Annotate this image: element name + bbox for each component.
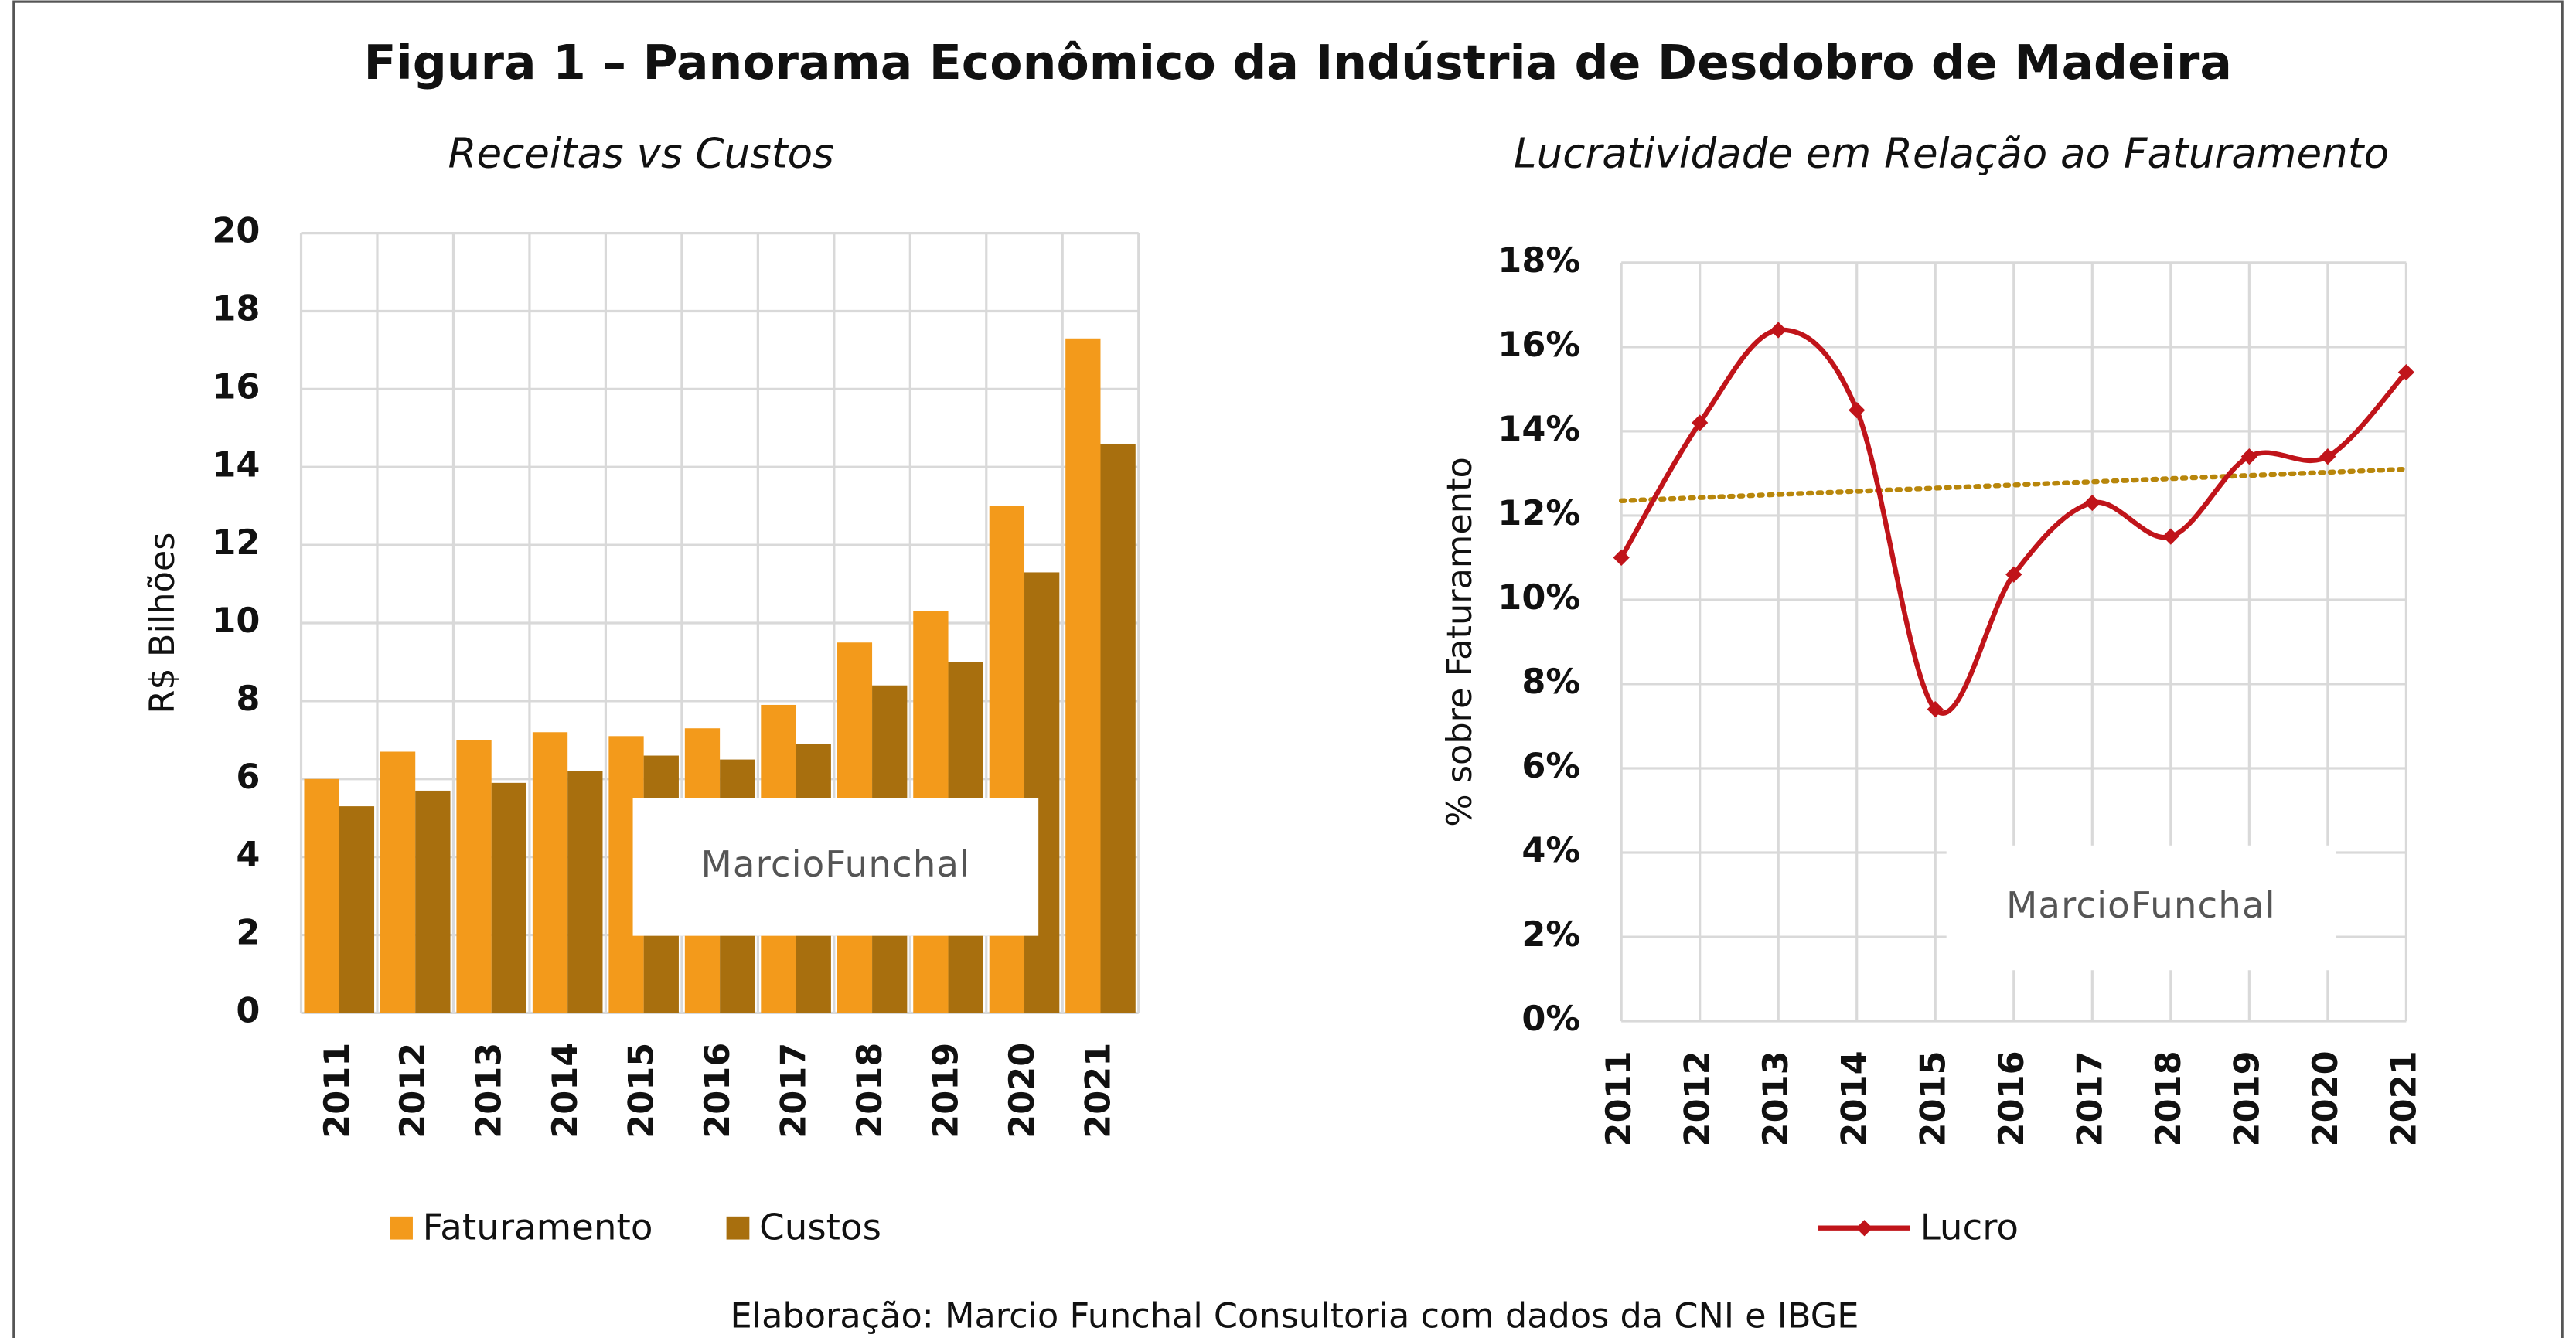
bar [339,806,375,1013]
x-tick-label: 2015 [622,1043,662,1139]
y-tick-label: 0 [236,990,260,1030]
trendline [1618,466,2409,504]
watermark-box [632,798,1039,936]
legend-label: Lucro [1920,1207,2019,1248]
x-tick-label: 2016 [1992,1050,2032,1146]
point [1613,549,1630,567]
bar [380,751,416,1013]
bar [1024,572,1060,1013]
bar [456,740,492,1013]
x-tick-label: 2012 [1678,1050,1718,1146]
x-tick-label: 2020 [2305,1050,2346,1146]
point [1927,701,1944,718]
y-tick-label: 12% [1498,493,1580,533]
x-tick-label: 2019 [2227,1050,2267,1146]
x-tick-label: 2019 [926,1043,966,1139]
y-tick-label: 8% [1521,662,1580,702]
bar [491,782,527,1013]
y-tick-label: 10% [1498,577,1580,618]
bar [567,771,603,1013]
x-tick-label: 2018 [2148,1050,2189,1146]
bar [989,506,1025,1013]
point [1692,414,1709,431]
watermark: MarcioFunchal [701,844,971,886]
bar [304,778,339,1013]
x-tick-label: 2014 [545,1043,585,1139]
x-tick-label: 2021 [1078,1043,1118,1139]
bar [532,732,568,1013]
legend-label: Custos [759,1207,881,1248]
point [2084,494,2101,512]
bar [415,790,451,1013]
bar [1065,338,1101,1013]
chart-subtitle: Receitas vs Custos [448,129,834,177]
legend-label: Faturamento [423,1207,653,1248]
figure-title: Figura 1 – Panorama Econômico da Indústr… [364,35,2232,90]
x-tick-label: 2016 [697,1043,738,1139]
x-tick-label: 2013 [469,1043,509,1139]
legend-swatch [726,1216,750,1240]
x-tick-label: 2011 [1599,1050,1639,1146]
x-tick-label: 2017 [774,1043,814,1139]
x-tick-label: 2013 [1756,1050,1796,1146]
chart-subtitle: Lucratividade em Relação ao Faturamento [1514,129,2389,177]
bar [1100,443,1136,1013]
x-tick-label: 2018 [850,1043,890,1139]
y-tick-label: 16 [212,366,260,407]
y-tick-label: 18% [1498,240,1580,281]
point [1770,322,1787,339]
point [2162,528,2179,545]
x-tick-label: 2017 [2070,1050,2110,1146]
y-tick-label: 2 [236,913,260,953]
x-tick-label: 2021 [2383,1050,2424,1146]
x-tick-label: 2015 [1913,1050,1953,1146]
point [2397,363,2415,381]
y-tick-label: 8 [236,679,260,719]
y-tick-label: 14 [212,444,260,485]
y-axis-label: % sobre Faturamento [1440,457,1480,827]
y-tick-label: 6% [1521,746,1580,786]
source-note: Elaboração: Marcio Funchal Consultoria c… [731,1296,1859,1336]
y-tick-label: 4% [1521,830,1580,870]
y-axis-label: R$ Bilhões [142,532,182,713]
legend-swatch [390,1216,413,1240]
x-tick-label: 2014 [1835,1050,1875,1146]
x-tick-label: 2012 [393,1043,433,1139]
line [1619,327,2408,716]
point [2319,448,2336,465]
y-tick-label: 14% [1498,409,1580,449]
y-tick-label: 6 [236,757,260,797]
legend-marker [1855,1220,1873,1237]
y-tick-label: 20 [212,211,260,251]
frame [12,0,2564,1338]
y-tick-label: 18 [212,288,260,329]
point [2240,448,2257,465]
y-tick-label: 12 [212,523,260,563]
watermark: MarcioFunchal [2006,885,2276,927]
y-tick-label: 0% [1521,999,1580,1039]
y-tick-label: 10 [212,601,260,641]
watermark-box [1946,845,2336,971]
y-tick-label: 2% [1521,914,1580,955]
x-tick-label: 2020 [1002,1043,1042,1139]
point [2005,566,2022,583]
y-tick-label: 4 [236,835,260,875]
x-tick-label: 2011 [317,1043,357,1139]
y-tick-label: 16% [1498,325,1580,365]
